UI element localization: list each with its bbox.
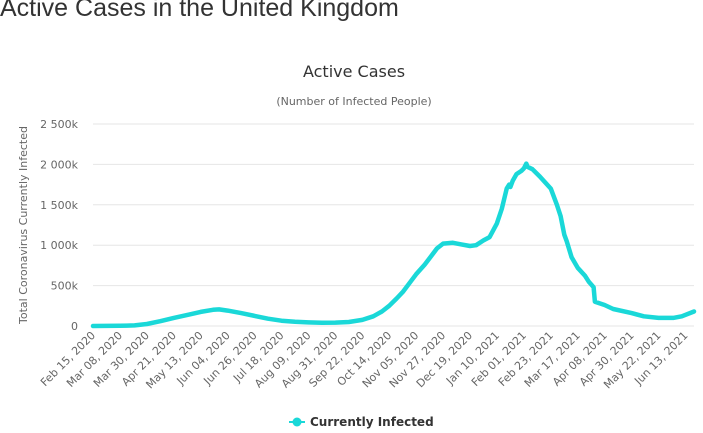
series-lines <box>90 161 697 329</box>
y-tick-label: 500k <box>51 280 79 293</box>
grid-lines <box>93 123 694 327</box>
y-tick-label: 1 500k <box>40 199 78 212</box>
y-tick-labels: 0 500k 1 000k 1 500k 2 000k 2 500k <box>40 118 78 333</box>
legend[interactable]: Currently Infected <box>289 415 434 429</box>
page-heading: Active Cases in the United Kingdom <box>0 0 399 22</box>
y-tick-label: 2 000k <box>40 158 78 171</box>
chart-subtitle: (Number of Infected People) <box>276 95 431 108</box>
chart-title: Active Cases <box>303 62 405 81</box>
y-tick-label: 1 000k <box>40 239 78 252</box>
legend-marker-icon <box>292 417 302 427</box>
legend-label[interactable]: Currently Infected <box>310 415 434 429</box>
y-tick-label: 2 500k <box>40 118 78 131</box>
series-line[interactable] <box>90 161 697 329</box>
y-axis-label: Total Coronavirus Currently Infected <box>17 126 30 325</box>
y-tick-label: 0 <box>71 320 78 333</box>
